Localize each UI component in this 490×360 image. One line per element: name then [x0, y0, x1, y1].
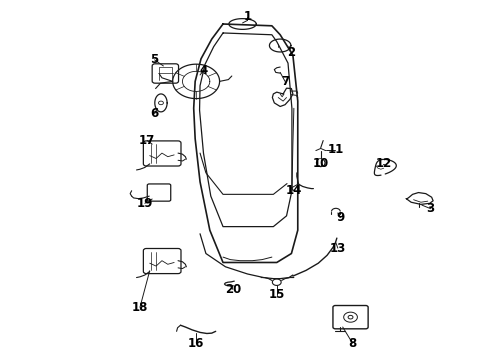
Text: 20: 20: [224, 283, 241, 296]
Text: 4: 4: [199, 64, 208, 77]
Text: 8: 8: [348, 337, 357, 350]
Text: 12: 12: [376, 157, 392, 170]
Text: 6: 6: [150, 107, 159, 120]
Text: 7: 7: [281, 75, 289, 88]
Text: 5: 5: [150, 53, 159, 66]
Text: 9: 9: [336, 211, 344, 224]
Text: 19: 19: [137, 197, 153, 210]
Text: 3: 3: [427, 202, 435, 215]
Text: 16: 16: [188, 337, 204, 350]
Text: 2: 2: [287, 46, 295, 59]
Text: 10: 10: [313, 157, 329, 170]
Text: 18: 18: [132, 301, 148, 314]
Text: 1: 1: [244, 10, 251, 23]
Text: 11: 11: [327, 143, 343, 156]
Text: 14: 14: [286, 184, 302, 197]
Text: 15: 15: [269, 288, 285, 301]
Text: 13: 13: [330, 242, 346, 255]
Text: 17: 17: [139, 134, 155, 147]
